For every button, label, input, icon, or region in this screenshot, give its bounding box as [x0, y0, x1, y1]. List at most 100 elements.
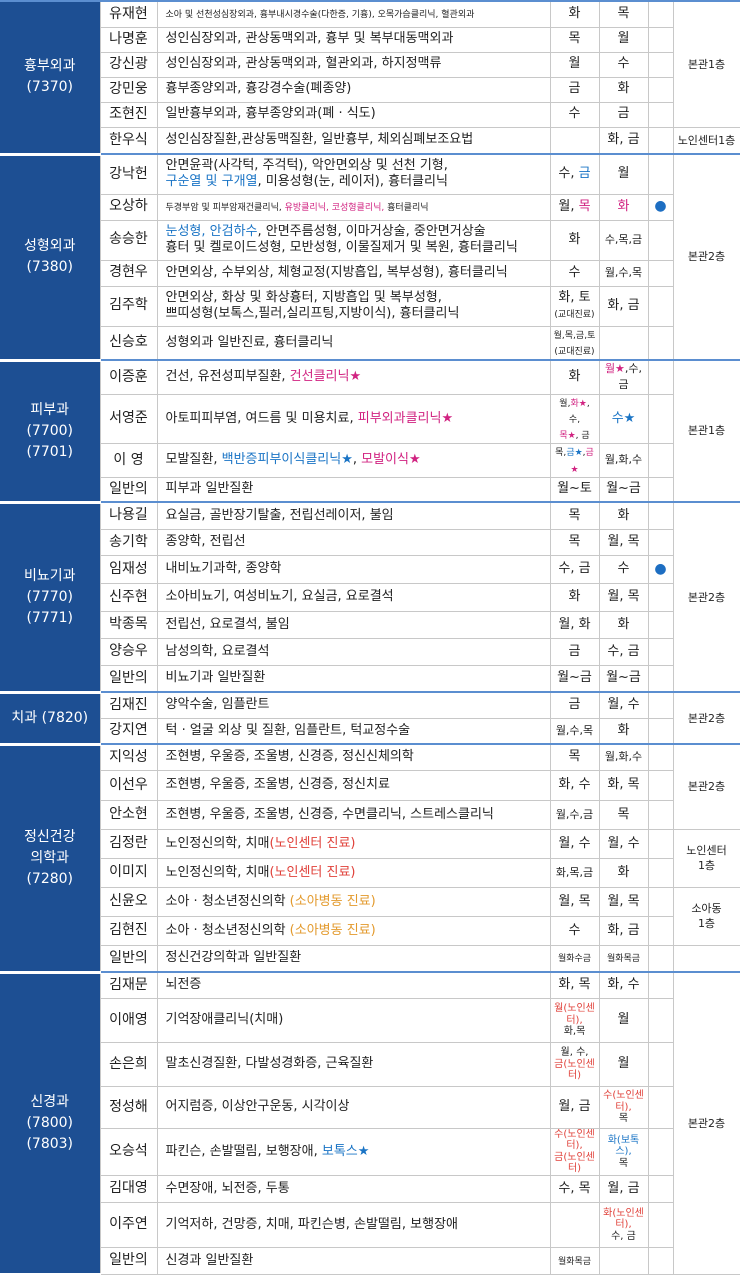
afternoon-schedule: 월~금	[598, 476, 649, 503]
afternoon-schedule: 화	[598, 610, 649, 639]
text-segment: 아토피피부염, 여드름 및 미용치료,	[165, 410, 358, 426]
department-label: (7280)	[26, 870, 74, 887]
text-segment: 화,목	[563, 1026, 586, 1037]
text-segment: 목	[568, 507, 581, 523]
doctor-name: 이증훈	[99, 359, 158, 395]
specialty-cell: 기억저하, 건망증, 치매, 파킨슨병, 손발떨림, 보행장애	[156, 1201, 551, 1248]
doctor-row: 김정란 노인정신의학, 치매(노인센터 진료) 월, 수 월, 수 노인센터 1층	[0, 828, 740, 888]
text-segment: 월~금	[557, 670, 592, 686]
afternoon-schedule: 화, 금	[598, 285, 649, 327]
afternoon-schedule: 화	[598, 501, 649, 530]
afternoon-schedule: 수, 금	[598, 637, 649, 666]
morning-schedule: 화	[549, 219, 600, 261]
morning-schedule	[549, 126, 600, 155]
afternoon-schedule: 월	[598, 997, 649, 1043]
marker-dot-icon	[647, 691, 674, 719]
specialty-cell: 모발질환, 백반증피부이식클리닉★, 모발이식★	[156, 443, 551, 478]
marker-dot-icon	[647, 26, 674, 53]
text-segment: (교대진료)	[554, 346, 595, 357]
doctor-row: 강신광 성인심장외과, 관상동맥외과, 혈관외과, 하지정맥류 월 수	[0, 51, 740, 78]
morning-schedule: 목,금★,금★	[549, 443, 600, 478]
doctor-name: 양승우	[99, 637, 158, 666]
marker-dot-icon	[647, 664, 674, 693]
doctor-row: 오승석 파킨슨, 손발떨림, 보행장애, 보톡스★ 수(노인센터), 금(노인센터) 화…	[0, 1127, 740, 1176]
department-label: (7380)	[26, 259, 74, 275]
text-segment: 화	[568, 589, 581, 605]
doctor-name: 강민웅	[99, 76, 158, 103]
text-segment: 화	[617, 722, 630, 738]
specialty-cell: 소아비뇨기, 여성비뇨기, 요실금, 요로결석	[156, 582, 551, 612]
specialty-cell: 기억장애클리닉(치매)	[156, 997, 551, 1043]
marker-dot-icon	[647, 717, 674, 745]
doctor-name: 조현진	[99, 101, 158, 128]
afternoon-schedule: 화, 수	[598, 971, 649, 999]
marker-dot-icon	[647, 1201, 674, 1248]
text-segment: 월~금	[606, 670, 641, 686]
department-label: 피부과	[30, 401, 70, 418]
marker-dot-icon	[647, 393, 674, 445]
marker-dot-icon	[647, 443, 674, 478]
doctor-name: 신주현	[99, 582, 158, 612]
afternoon-schedule: 목	[598, 799, 649, 830]
morning-schedule: 목	[549, 26, 600, 53]
morning-schedule: 월,화★, 수, 목★, 금	[549, 393, 600, 445]
text-segment: 월, 수,	[560, 1047, 589, 1058]
doctor-name: 정성해	[99, 1085, 158, 1129]
text-segment: 월	[568, 56, 581, 72]
text-segment: 금(노인센터)	[554, 1151, 595, 1175]
doctor-row: 정성해 어지럼증, 이상안구운동, 시각이상 월, 금 수(노인센터), 목	[0, 1085, 740, 1129]
doctor-name: 안소현	[99, 799, 158, 830]
doctor-row: 성형외과 (7380) 강낙헌 안면윤곽(사각턱, 주걱턱), 악안면외상 및 선천 …	[0, 153, 740, 362]
text-segment: 정신건강의학과 일반질환	[165, 950, 302, 966]
doctor-row: 나명훈 성인심장외과, 관상동맥외과, 흉부 및 복부대동맥외과 목 월	[0, 26, 740, 53]
marker-dot-icon	[647, 219, 674, 261]
specialty-cell: 소아 및 선천성심장외과, 흉부내시경수술(다한증, 기흉), 오목가슴클리닉,…	[156, 0, 551, 28]
specialty-cell: 남성의학, 요로결석	[156, 637, 551, 666]
text-segment: 화	[617, 507, 630, 523]
morning-schedule: 화,목,금	[549, 857, 600, 888]
department-cell: 흉부외과 (7370)	[0, 0, 100, 156]
marker-dot-icon	[647, 76, 674, 103]
text-segment: 월~금	[606, 481, 641, 497]
text-segment: 화(보톡스),	[607, 1134, 640, 1158]
department-label: (7803)	[26, 1135, 74, 1152]
text-segment: 수	[568, 106, 581, 122]
text-segment: 조현병, 우울증, 조울병, 신경증, 정신신체의학	[165, 749, 414, 765]
text-segment: 월, 금	[607, 1180, 640, 1196]
marker-dot-icon	[647, 582, 674, 612]
text-segment: 일반흉부외과, 흉부종양외과(폐 · 식도)	[165, 106, 376, 122]
morning-schedule: 월, 수, 금(노인센터)	[549, 1041, 600, 1087]
text-segment: 모발이식★	[361, 452, 421, 468]
doctor-row: 피부과 (7700) (7701) 이증훈 건선, 유전성피부질환, 건선클리닉★ 화 월★…	[0, 358, 740, 504]
text-segment: 수	[568, 922, 581, 938]
text-segment: 월~토	[557, 481, 592, 497]
doctor-row: 조현진 일반흉부외과, 흉부종양외과(폐 · 식도) 수 금	[0, 101, 740, 128]
doctor-name: 박종목	[99, 610, 158, 639]
specialty-cell: 건선, 유전성피부질환, 건선클리닉★	[156, 359, 551, 395]
text-segment: 보톡스★	[321, 1143, 370, 1159]
text-segment: 화, 금	[607, 297, 640, 313]
marker-dot-icon	[647, 743, 674, 771]
doctor-row: 김주학 안면외상, 화상 및 화상흉터, 지방흡입 및 복부성형, 쁘띠성형(보톡스…	[0, 285, 740, 327]
doctor-name: 이선우	[99, 769, 158, 801]
doctor-row: 이애영 기억장애클리닉(치매) 월(노인센터), 화,목 월	[0, 997, 740, 1043]
text-segment: 종양학, 전립선	[165, 534, 246, 550]
text-segment: (소아병동 진료)	[289, 922, 376, 938]
text-segment: 소아 · 청소년정신의학	[165, 893, 290, 909]
afternoon-schedule: 월	[598, 26, 649, 53]
doctor-row: 이 영 모발질환, 백반증피부이식클리닉★, 모발이식★ 목,금★,금★ 월,화,수	[0, 443, 740, 478]
specialty-cell: 눈성형, 안검하수, 안면주름성형, 이마거상술, 중안면거상술 흉터 및 켈로이…	[156, 219, 551, 261]
specialty-cell: 내비뇨기과학, 종양학	[156, 554, 551, 584]
text-segment: 월, 화	[558, 616, 591, 632]
text-segment: 월, 목	[558, 893, 591, 909]
marker-dot-icon	[647, 828, 674, 859]
text-segment: 월, 목	[607, 534, 640, 550]
department-label: 성형외과	[23, 238, 76, 254]
afternoon-schedule: 월, 목	[598, 886, 649, 917]
text-segment: 뇌전증	[165, 977, 202, 993]
doctor-row: 일반의 피부과 일반질환 월~토 월~금	[0, 476, 740, 503]
text-segment: 흉터클리닉	[387, 202, 429, 213]
department-label: 신경과	[30, 1093, 70, 1110]
text-segment: 남성의학, 요로결석	[165, 643, 270, 659]
